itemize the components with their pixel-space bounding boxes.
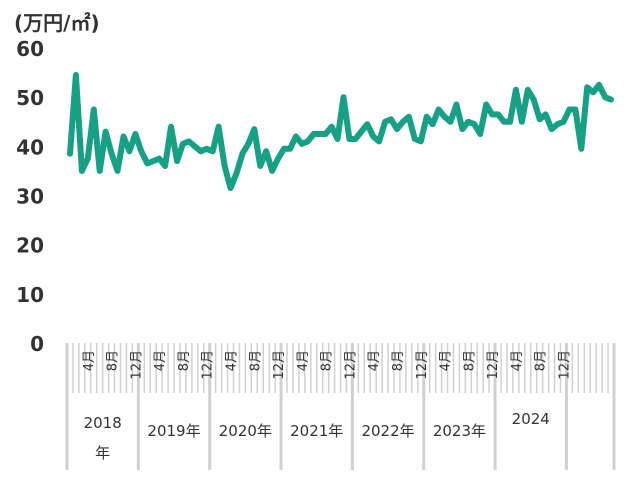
x-tick-label: 12月: [415, 350, 430, 380]
y-tick-label: 20: [16, 234, 44, 258]
year-label: 2021年: [290, 422, 343, 440]
x-tick-label: 8月: [248, 350, 263, 371]
y-axis-unit-label: (万円/㎡): [14, 11, 100, 35]
y-tick-label: 40: [16, 135, 44, 159]
x-tick-label: 8月: [462, 350, 477, 371]
y-tick-label: 50: [16, 86, 44, 110]
y-tick-label: 0: [30, 332, 44, 356]
x-tick-label: 4月: [439, 350, 454, 371]
year-label: 2023年: [433, 422, 486, 440]
x-tick-label: 12月: [557, 350, 572, 380]
x-tick-label: 8月: [320, 350, 335, 371]
year-label: 2024: [512, 410, 550, 428]
y-tick-label: 30: [16, 185, 44, 209]
series-line: [67, 72, 614, 192]
year-label: 2019年: [147, 422, 200, 440]
x-tick-label: 12月: [272, 350, 287, 380]
x-tick-label: 12月: [343, 350, 358, 380]
x-tick-label: 4月: [82, 350, 97, 371]
x-tick-label: 4月: [225, 350, 240, 371]
x-tick-label: 8月: [106, 350, 121, 371]
y-tick-label: 10: [16, 283, 44, 307]
x-axis: 4月 8月 12月 4月 8月 12月 4月 8月 12月 4月 8月 12月 4月 8月 12月 4月 8月 1…: [65, 343, 616, 470]
x-tick-label: 12月: [201, 350, 216, 380]
year-label: 2020年: [219, 422, 272, 440]
x-tick-label: 12月: [129, 350, 144, 380]
y-axis-ticks: 0 10 20 30 40 50 60: [16, 37, 44, 356]
x-tick-label: 8月: [391, 350, 406, 371]
year-label: 2022年: [361, 422, 414, 440]
year-label: 2018: [84, 414, 122, 432]
x-tick-label: 4月: [510, 350, 525, 371]
x-tick-label: 4月: [153, 350, 168, 371]
x-tick-label: 4月: [367, 350, 382, 371]
x-tick-label: 8月: [177, 350, 192, 371]
series-group: [67, 72, 614, 192]
x-tick-label: 12月: [486, 350, 501, 380]
x-tick-label: 8月: [534, 350, 549, 371]
x-tick-label: 4月: [296, 350, 311, 371]
year-label-suffix: 年: [95, 444, 110, 462]
y-tick-label: 60: [16, 37, 44, 61]
